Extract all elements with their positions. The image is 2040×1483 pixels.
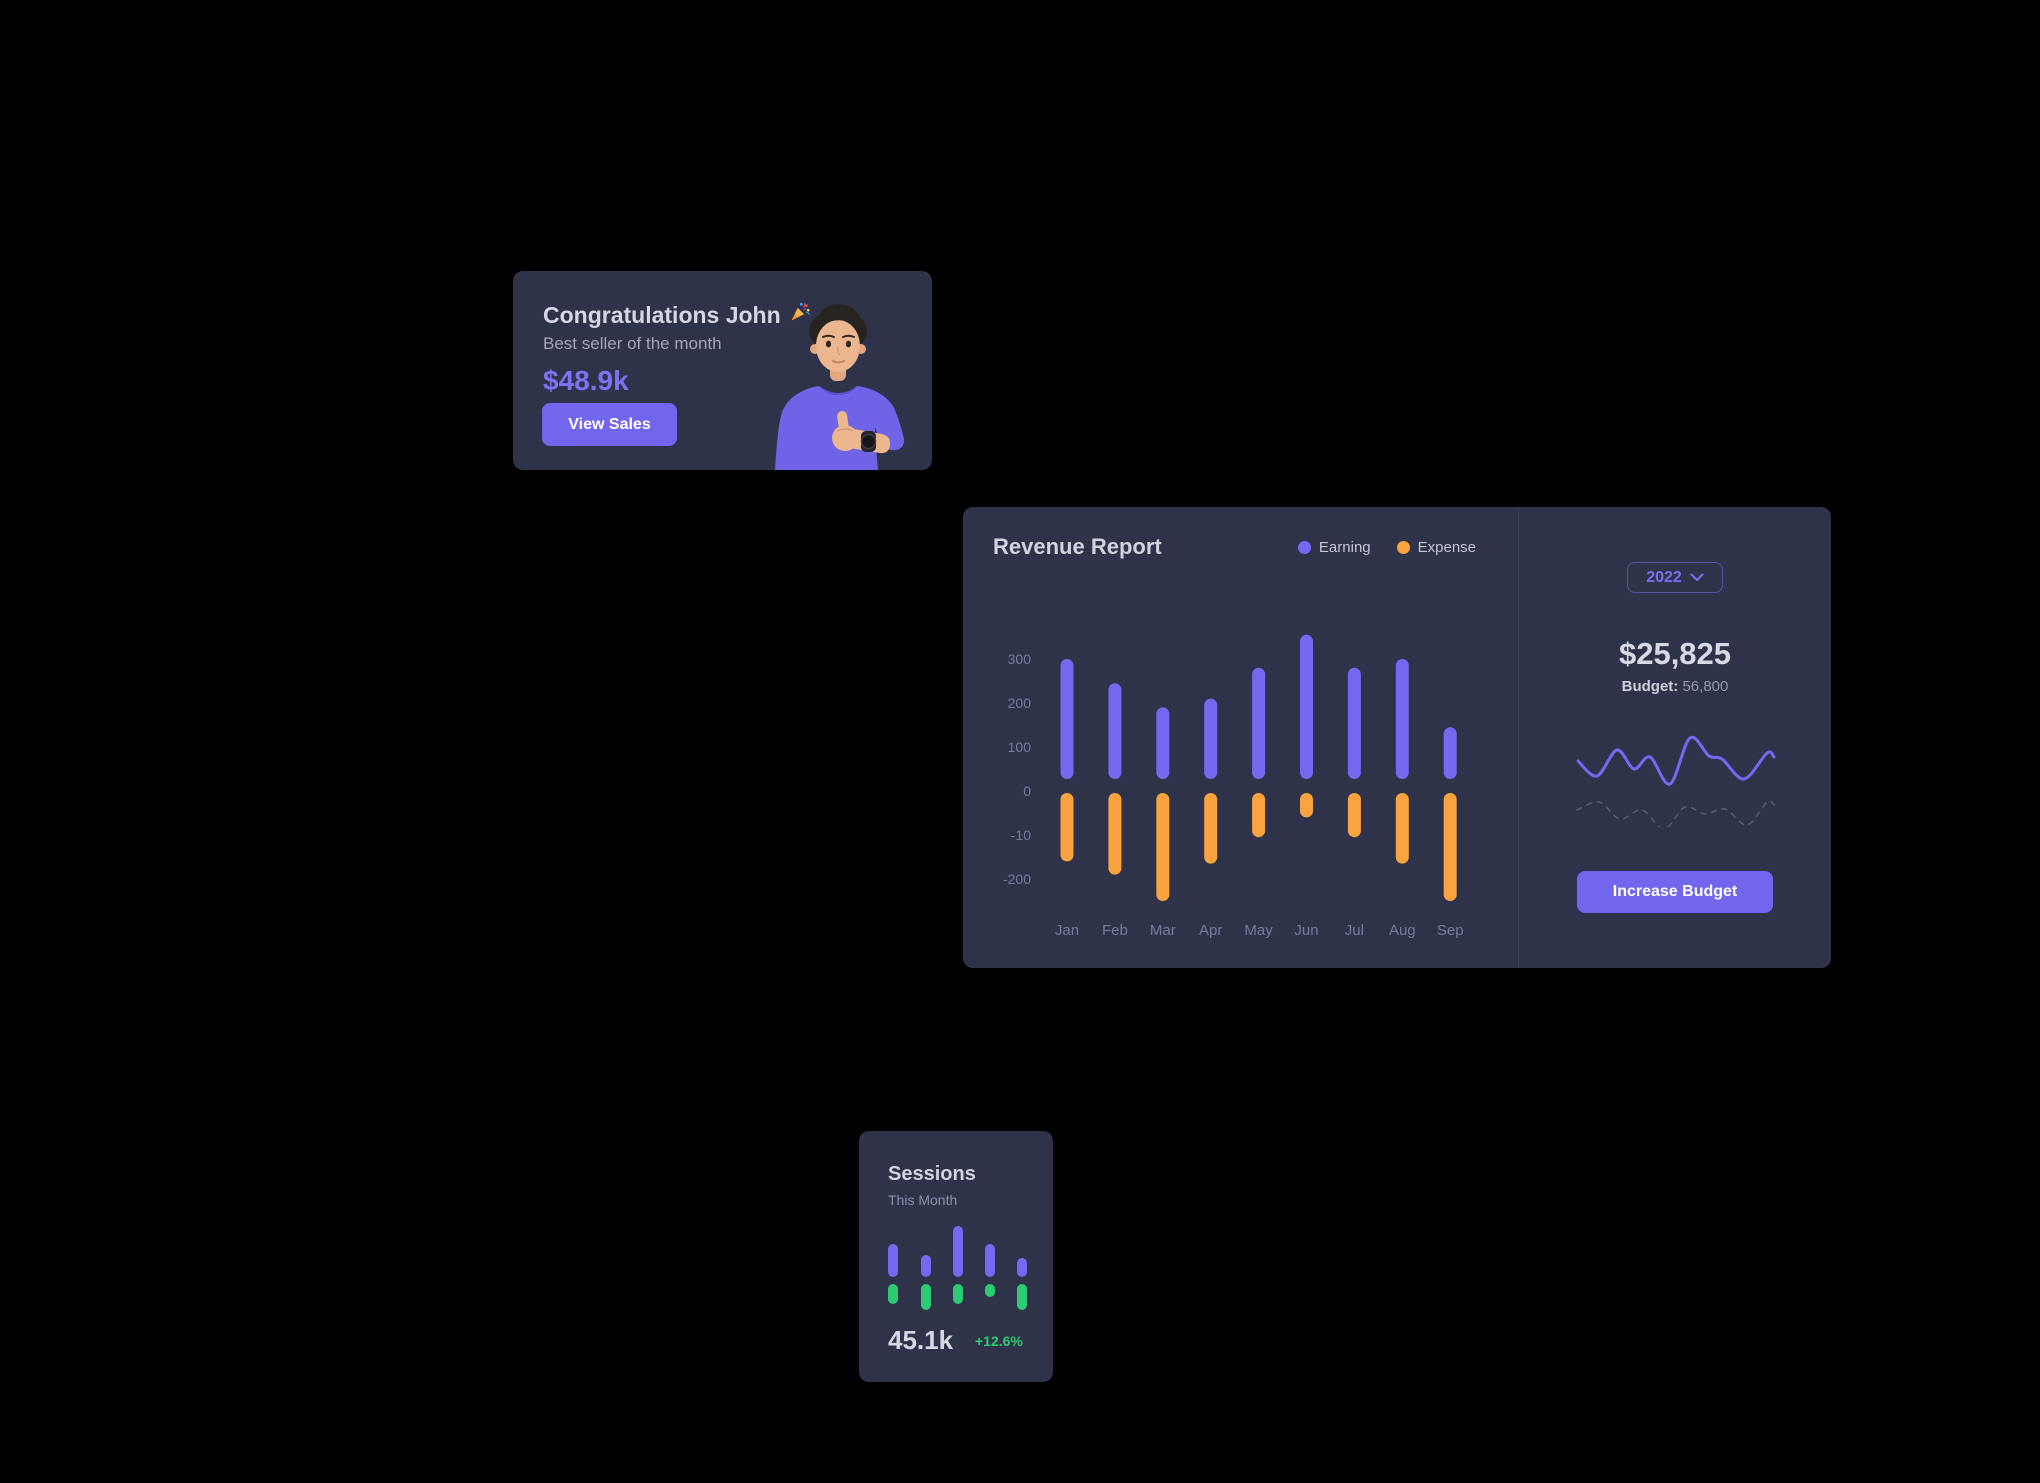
revenue-summary-panel: 2022 $25,825 Budget: 56,800 Increase Bud… <box>1518 507 1831 968</box>
budget-line: Budget: 56,800 <box>1519 678 1831 695</box>
revenue-report-card: Revenue Report Earning Expense 300 200 100… <box>963 507 1831 968</box>
congrats-amount: $48.9k <box>543 365 629 396</box>
earning-dot-icon <box>1297 540 1311 554</box>
svg-text:Aug: Aug <box>1389 922 1416 939</box>
svg-text:Feb: Feb <box>1102 922 1128 939</box>
svg-text:Mar: Mar <box>1150 922 1176 939</box>
svg-text:200: 200 <box>1008 695 1032 711</box>
svg-text:100: 100 <box>1008 739 1032 755</box>
congrats-title-text: Congratulations John <box>543 301 781 328</box>
budget-sparkline <box>1576 735 1776 827</box>
svg-text:300: 300 <box>1008 651 1032 667</box>
legend-item-earning[interactable]: Earning <box>1297 539 1371 556</box>
svg-text:-10: -10 <box>1011 827 1031 843</box>
sessions-mini-chart <box>888 1226 1027 1310</box>
budget-label: Budget: <box>1621 678 1679 695</box>
year-dropdown[interactable]: 2022 <box>1627 562 1723 593</box>
legend-item-expense[interactable]: Expense <box>1396 539 1476 556</box>
sessions-subtitle: This Month <box>888 1192 958 1208</box>
person-illustration <box>775 304 905 470</box>
budget-value: 56,800 <box>1682 678 1729 695</box>
svg-text:May: May <box>1244 922 1273 939</box>
chart-legend: Earning Expense <box>1297 539 1476 556</box>
sessions-title: Sessions <box>888 1163 976 1185</box>
congratulations-card: Congratulations John Best seller of the … <box>513 271 932 470</box>
svg-text:0: 0 <box>1023 783 1031 799</box>
sessions-card: Sessions This Month 45.1k +12.6% <box>859 1131 1053 1382</box>
sessions-value: 45.1k <box>888 1325 954 1355</box>
view-sales-button[interactable]: View Sales <box>542 403 677 446</box>
congrats-subtitle: Best seller of the month <box>543 334 722 353</box>
congrats-title: Congratulations John <box>543 301 811 329</box>
revenue-chart-section: Revenue Report Earning Expense 300 200 100… <box>963 507 1518 968</box>
revenue-total: $25,825 <box>1618 636 1732 671</box>
svg-text:Jan: Jan <box>1055 922 1079 939</box>
svg-text:-200: -200 <box>1003 871 1031 887</box>
chevron-down-icon <box>1690 573 1704 582</box>
revenue-report-title: Revenue Report <box>993 534 1162 559</box>
expense-dot-icon <box>1396 540 1410 554</box>
svg-text:Jul: Jul <box>1345 922 1364 939</box>
revenue-bar-chart: 300 200 100 0 -10 -200 Jan Feb Mar Apr May Jun Jul Au… <box>1003 634 1464 939</box>
increase-budget-button[interactable]: Increase Budget <box>1577 871 1773 913</box>
sessions-delta: +12.6% <box>975 1333 1023 1349</box>
svg-text:Sep: Sep <box>1437 922 1464 939</box>
svg-text:Apr: Apr <box>1199 922 1222 939</box>
svg-text:Jun: Jun <box>1294 922 1318 939</box>
party-popper-icon <box>789 301 811 329</box>
